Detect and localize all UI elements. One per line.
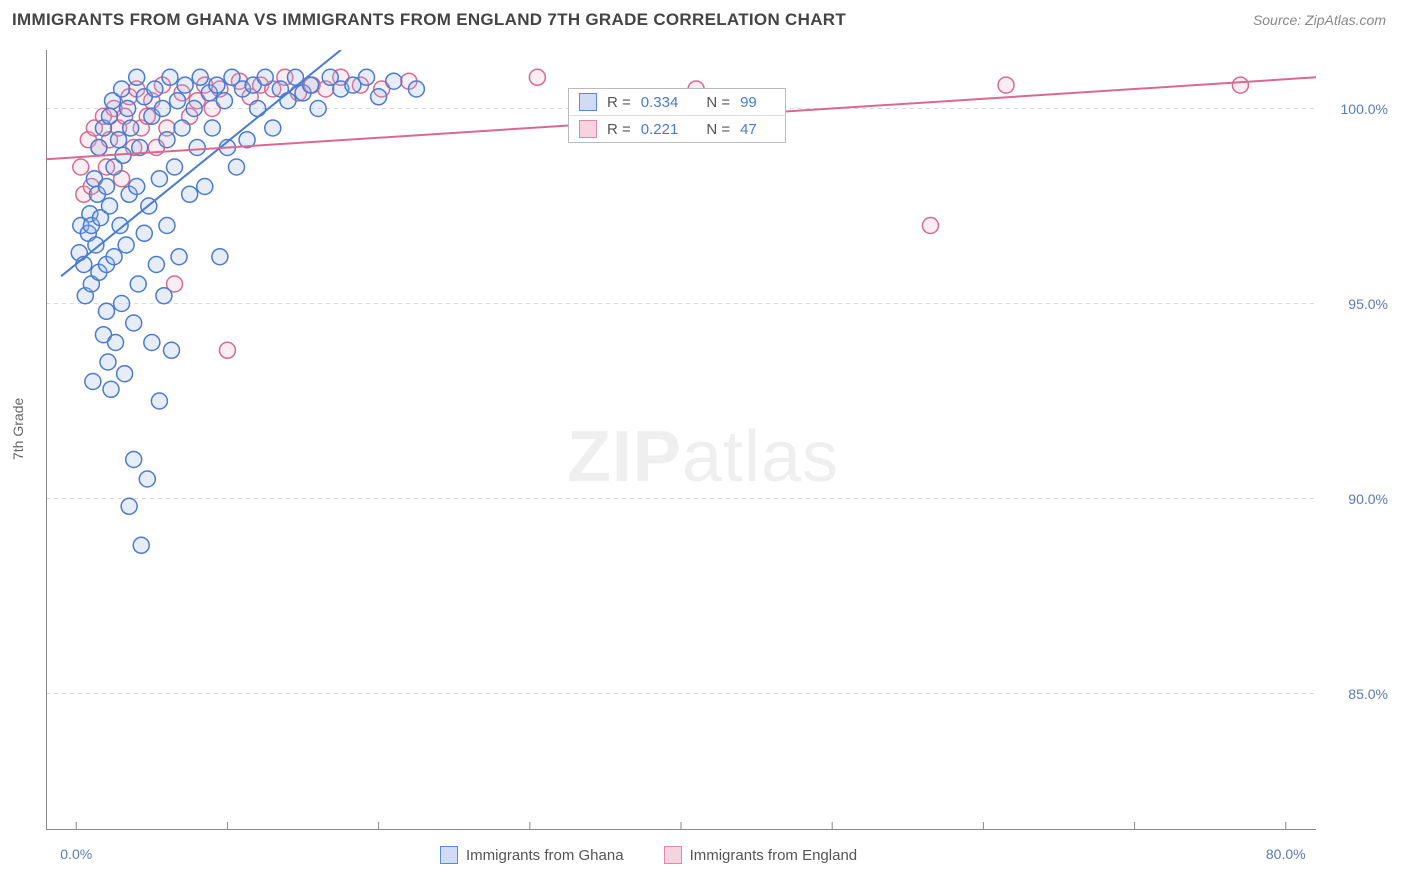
x-tick-label: 80.0%	[1266, 846, 1306, 862]
correlation-row-england: R = 0.221 N = 47	[569, 115, 785, 142]
swatch-england	[664, 846, 682, 864]
correlation-legend: R = 0.334 N = 99 R = 0.221 N = 47	[568, 88, 786, 143]
plot-container: 7th Grade ZIPatlas R = 0.334 N = 99 R = …	[0, 40, 1406, 890]
chart-header: IMMIGRANTS FROM GHANA VS IMMIGRANTS FROM…	[0, 0, 1406, 40]
swatch-england	[579, 120, 597, 138]
y-tick-label: 85.0%	[1348, 686, 1388, 702]
n-value-ghana: 99	[740, 94, 757, 111]
r-label: R =	[607, 121, 631, 138]
scatter-chart	[46, 50, 1316, 830]
swatch-ghana	[440, 846, 458, 864]
y-tick-label: 95.0%	[1348, 296, 1388, 312]
source-label: Source:	[1253, 12, 1305, 28]
source-name: ZipAtlas.com	[1305, 12, 1386, 28]
swatch-ghana	[579, 93, 597, 111]
n-value-england: 47	[740, 121, 757, 138]
r-value-england: 0.221	[641, 121, 679, 138]
x-tick-label: 0.0%	[60, 846, 92, 862]
legend-label-england: Immigrants from England	[690, 847, 858, 864]
legend-label-ghana: Immigrants from Ghana	[466, 847, 624, 864]
r-value-ghana: 0.334	[641, 94, 679, 111]
legend-item-ghana: Immigrants from Ghana	[440, 846, 624, 864]
n-label: N =	[706, 121, 730, 138]
legend-item-england: Immigrants from England	[664, 846, 858, 864]
series-legend: Immigrants from Ghana Immigrants from En…	[440, 846, 857, 864]
source-attribution: Source: ZipAtlas.com	[1253, 12, 1386, 28]
correlation-row-ghana: R = 0.334 N = 99	[569, 89, 785, 115]
y-tick-label: 100.0%	[1341, 101, 1388, 117]
y-axis-label: 7th Grade	[10, 398, 26, 460]
chart-title: IMMIGRANTS FROM GHANA VS IMMIGRANTS FROM…	[12, 10, 846, 30]
y-tick-label: 90.0%	[1348, 491, 1388, 507]
n-label: N =	[706, 94, 730, 111]
r-label: R =	[607, 94, 631, 111]
